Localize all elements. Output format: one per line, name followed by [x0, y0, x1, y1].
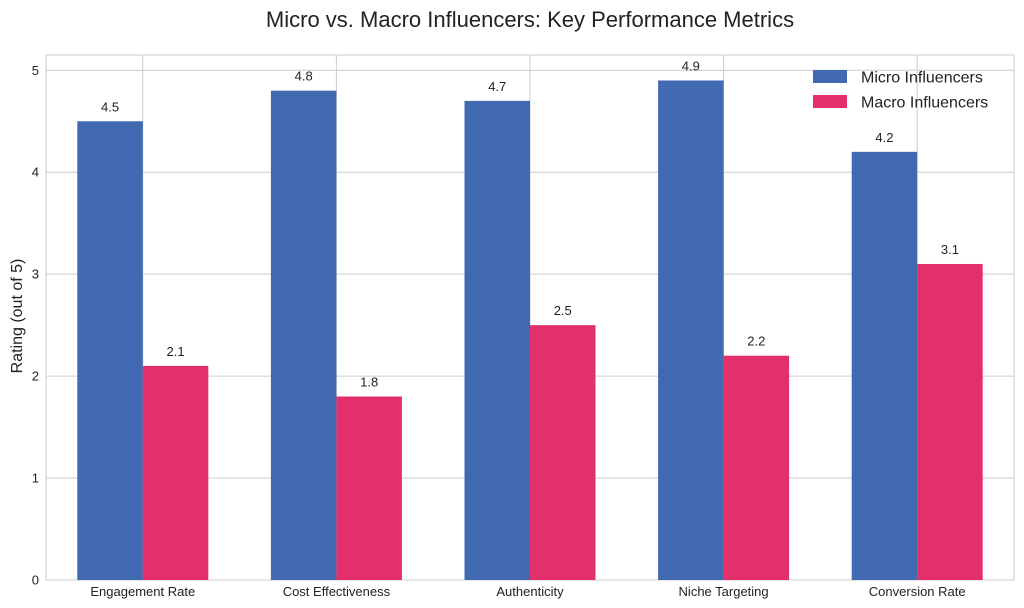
data-label: 4.7 [488, 79, 506, 94]
bar-macro [723, 355, 790, 580]
data-label: 2.1 [167, 344, 185, 359]
y-axis-label: Rating (out of 5) [9, 259, 26, 374]
y-tick-label: 3 [32, 267, 39, 282]
x-tick-label: Niche Targeting [679, 584, 769, 599]
legend-label: Macro Influencers [861, 95, 988, 112]
x-tick-label: Authenticity [496, 584, 564, 599]
y-tick-label: 5 [32, 63, 39, 78]
legend-swatch [813, 95, 847, 108]
x-tick-label: Conversion Rate [869, 584, 966, 599]
x-tick-label: Engagement Rate [90, 584, 195, 599]
bar-micro [658, 80, 724, 580]
bar-micro [464, 100, 530, 581]
tick-labels: 0 1 2 3 4 5 Engagement Rate Cost Effectiveness A… [32, 63, 966, 599]
bar-macro [917, 263, 983, 580]
data-label: 3.1 [941, 242, 959, 257]
legend-label: Micro Influencers [861, 70, 983, 87]
bar-macro [336, 396, 402, 580]
data-label: 4.5 [101, 99, 119, 114]
y-tick-label: 0 [32, 573, 39, 588]
y-tick-label: 1 [32, 471, 39, 486]
data-labels: 4.5 4.8 4.7 4.9 4.2 2.1 1.8 2.5 2.2 3.1 [101, 58, 959, 389]
chart-title: Micro vs. Macro Influencers: Key Perform… [266, 7, 794, 32]
legend: Micro Influencers Macro Influencers [813, 70, 988, 112]
y-tick-label: 2 [32, 369, 39, 384]
bar-micro [270, 90, 337, 580]
y-tick-label: 4 [32, 165, 39, 180]
bars [77, 80, 983, 581]
data-label: 2.2 [747, 334, 765, 349]
bar-macro [530, 325, 596, 580]
data-label: 1.8 [360, 375, 378, 390]
bar-macro [142, 365, 209, 580]
data-label: 4.8 [295, 69, 313, 84]
x-tick-label: Cost Effectiveness [283, 584, 391, 599]
data-label: 4.9 [682, 58, 700, 73]
legend-swatch [813, 70, 847, 83]
bar-micro [77, 121, 143, 580]
data-label: 2.5 [554, 303, 572, 318]
bar-micro [851, 151, 918, 580]
data-label: 4.2 [875, 130, 893, 145]
